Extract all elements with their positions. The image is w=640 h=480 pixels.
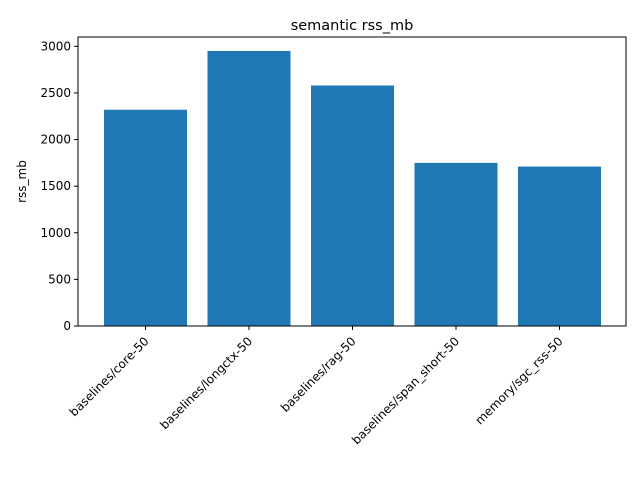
x-tick-label-0: baselines/core-50 bbox=[67, 334, 152, 419]
bar-3 bbox=[414, 162, 498, 326]
x-tick-label-2: baselines/rag-50 bbox=[278, 334, 359, 415]
y-tick-label-0: 0 bbox=[63, 319, 71, 333]
y-tick-label-2: 1000 bbox=[40, 226, 71, 240]
x-axis: baselines/core-50 baselines/longctx-50 bas… bbox=[67, 326, 566, 447]
bar-0 bbox=[104, 109, 187, 326]
y-tick-label-4: 2000 bbox=[40, 133, 71, 147]
plot-frame bbox=[77, 36, 627, 327]
y-axis: 0 500 1000 1500 2000 2500 3000 bbox=[40, 39, 78, 333]
bar-2 bbox=[311, 85, 394, 326]
y-tick-label-5: 2500 bbox=[40, 86, 71, 100]
x-tick-label-3: baselines/span_short-50 bbox=[349, 334, 462, 447]
x-tick-label-4: memory/sgc_rss-50 bbox=[473, 334, 566, 427]
y-tick-label-3: 1500 bbox=[40, 179, 71, 193]
chart-title: semantic rss_mb bbox=[291, 18, 414, 34]
y-tick-label-1: 500 bbox=[48, 272, 71, 286]
y-axis-title: rss_mb bbox=[15, 160, 29, 203]
bars bbox=[104, 50, 601, 326]
x-tick-label-1: baselines/longctx-50 bbox=[157, 334, 255, 432]
y-tick-label-6: 3000 bbox=[40, 39, 71, 53]
bar-1 bbox=[207, 50, 291, 326]
bar-4 bbox=[518, 166, 601, 326]
